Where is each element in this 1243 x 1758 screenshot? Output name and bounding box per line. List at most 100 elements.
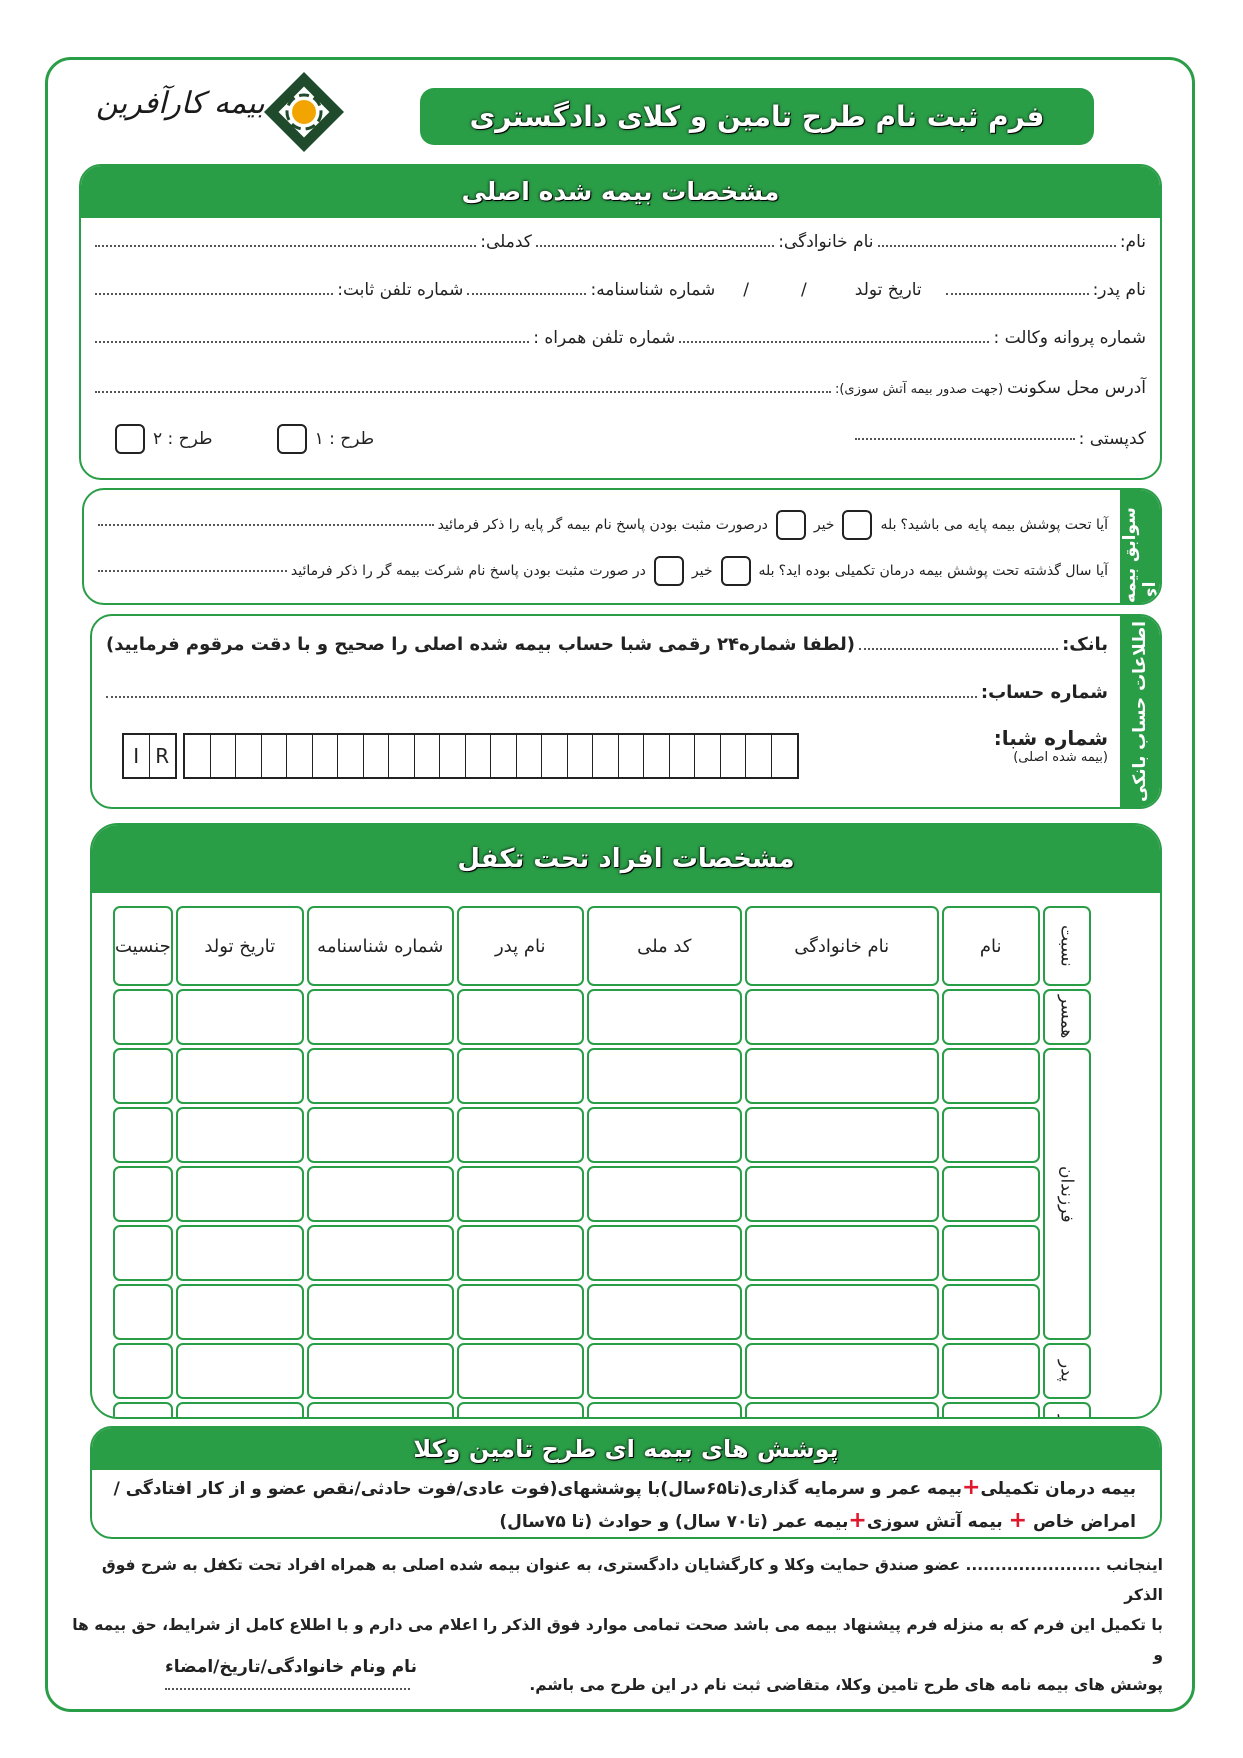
father-field[interactable]: [945, 293, 1089, 295]
family-field[interactable]: [535, 245, 775, 247]
q1-yes-checkbox[interactable]: [842, 510, 873, 540]
table-cell[interactable]: [941, 1284, 1040, 1340]
table-cell[interactable]: [175, 1107, 304, 1163]
iban-digit-box[interactable]: [364, 735, 389, 777]
table-cell[interactable]: [586, 1343, 742, 1399]
table-cell[interactable]: [744, 1284, 939, 1340]
iban-digit-box[interactable]: [389, 735, 415, 777]
q2-yes-checkbox[interactable]: [720, 556, 751, 586]
mobile-field[interactable]: [95, 341, 530, 343]
license-field[interactable]: [679, 341, 990, 343]
table-cell[interactable]: [113, 1402, 173, 1417]
table-cell[interactable]: [306, 1225, 454, 1281]
table-cell[interactable]: [941, 1107, 1040, 1163]
iban-digit-box[interactable]: [262, 735, 287, 777]
iban-digit-box[interactable]: [568, 735, 593, 777]
table-cell[interactable]: [175, 1402, 304, 1417]
plan1-checkbox[interactable]: [276, 424, 307, 454]
national-code-field[interactable]: [94, 245, 477, 247]
bank-field[interactable]: [859, 648, 1059, 650]
iban-digit-box[interactable]: [644, 735, 670, 777]
iban-digit-box[interactable]: [772, 735, 798, 777]
iban-digit-box[interactable]: [313, 735, 338, 777]
table-cell[interactable]: [175, 1048, 304, 1104]
iban-digit-box[interactable]: [593, 735, 619, 777]
table-cell[interactable]: [306, 1284, 454, 1340]
iban-digit-box[interactable]: [236, 735, 262, 777]
table-cell[interactable]: [113, 1225, 173, 1281]
landline-field[interactable]: [95, 293, 334, 295]
iban-digit-box[interactable]: [721, 735, 746, 777]
signature-field[interactable]: [165, 1688, 410, 1690]
table-cell[interactable]: [744, 1048, 939, 1104]
table-cell[interactable]: [586, 989, 742, 1045]
iban-digit-box[interactable]: [211, 735, 236, 777]
table-cell[interactable]: [456, 1402, 584, 1417]
iban-digit-box[interactable]: [670, 735, 695, 777]
table-cell[interactable]: [744, 1107, 939, 1163]
table-cell[interactable]: [941, 989, 1040, 1045]
table-cell[interactable]: [586, 1402, 742, 1417]
table-cell[interactable]: [113, 1284, 173, 1340]
table-cell[interactable]: [113, 1107, 173, 1163]
iban-digit-box[interactable]: [542, 735, 568, 777]
table-cell[interactable]: [456, 1225, 584, 1281]
table-cell[interactable]: [586, 1048, 742, 1104]
table-cell[interactable]: [586, 1166, 742, 1222]
table-cell[interactable]: [306, 1402, 454, 1417]
table-cell[interactable]: [456, 1284, 584, 1340]
table-cell[interactable]: [744, 1343, 939, 1399]
iban-digit-box[interactable]: [695, 735, 721, 777]
table-cell[interactable]: [586, 1107, 742, 1163]
iban-digit-box[interactable]: [466, 735, 491, 777]
table-cell[interactable]: [586, 1284, 742, 1340]
table-cell[interactable]: [306, 1107, 454, 1163]
table-cell[interactable]: [456, 1166, 584, 1222]
q2-insurer-field[interactable]: [98, 570, 287, 572]
table-cell[interactable]: [941, 1402, 1040, 1417]
table-cell[interactable]: [113, 1343, 173, 1399]
table-cell[interactable]: [306, 1166, 454, 1222]
iban-digit-box[interactable]: [440, 735, 466, 777]
table-cell[interactable]: [175, 1225, 304, 1281]
q2-no-checkbox[interactable]: [653, 556, 684, 586]
table-cell[interactable]: [744, 1166, 939, 1222]
q1-insurer-field[interactable]: [98, 524, 434, 526]
iban-digit-box[interactable]: [491, 735, 517, 777]
iban-digit-box[interactable]: [287, 735, 313, 777]
iban-digit-box[interactable]: [338, 735, 364, 777]
table-cell[interactable]: [113, 1166, 173, 1222]
id-number-field[interactable]: [467, 293, 587, 295]
table-cell[interactable]: [306, 1048, 454, 1104]
table-cell[interactable]: [744, 1402, 939, 1417]
address-field[interactable]: [95, 391, 831, 393]
table-cell[interactable]: [175, 1166, 304, 1222]
table-cell[interactable]: [941, 1343, 1040, 1399]
table-cell[interactable]: [175, 989, 304, 1045]
table-cell[interactable]: [586, 1225, 742, 1281]
table-cell[interactable]: [941, 1225, 1040, 1281]
table-cell[interactable]: [941, 1166, 1040, 1222]
table-cell[interactable]: [456, 989, 584, 1045]
table-cell[interactable]: [941, 1048, 1040, 1104]
iban-digit-box[interactable]: [619, 735, 644, 777]
table-cell[interactable]: [306, 989, 454, 1045]
iban-digit-box[interactable]: [415, 735, 440, 777]
table-cell[interactable]: [456, 1107, 584, 1163]
table-cell[interactable]: [113, 989, 173, 1045]
table-cell[interactable]: [175, 1284, 304, 1340]
iban-digit-box[interactable]: [746, 735, 772, 777]
iban-digit-box[interactable]: [517, 735, 542, 777]
plan2-checkbox[interactable]: [115, 424, 145, 454]
table-cell[interactable]: [456, 1343, 584, 1399]
table-cell[interactable]: [744, 1225, 939, 1281]
table-cell[interactable]: [175, 1343, 304, 1399]
table-cell[interactable]: [456, 1048, 584, 1104]
iban-digit-box[interactable]: [185, 735, 211, 777]
table-cell[interactable]: [113, 1048, 173, 1104]
name-field[interactable]: [877, 245, 1116, 247]
table-cell[interactable]: [306, 1343, 454, 1399]
table-cell[interactable]: [744, 989, 939, 1045]
account-field[interactable]: [106, 696, 977, 698]
